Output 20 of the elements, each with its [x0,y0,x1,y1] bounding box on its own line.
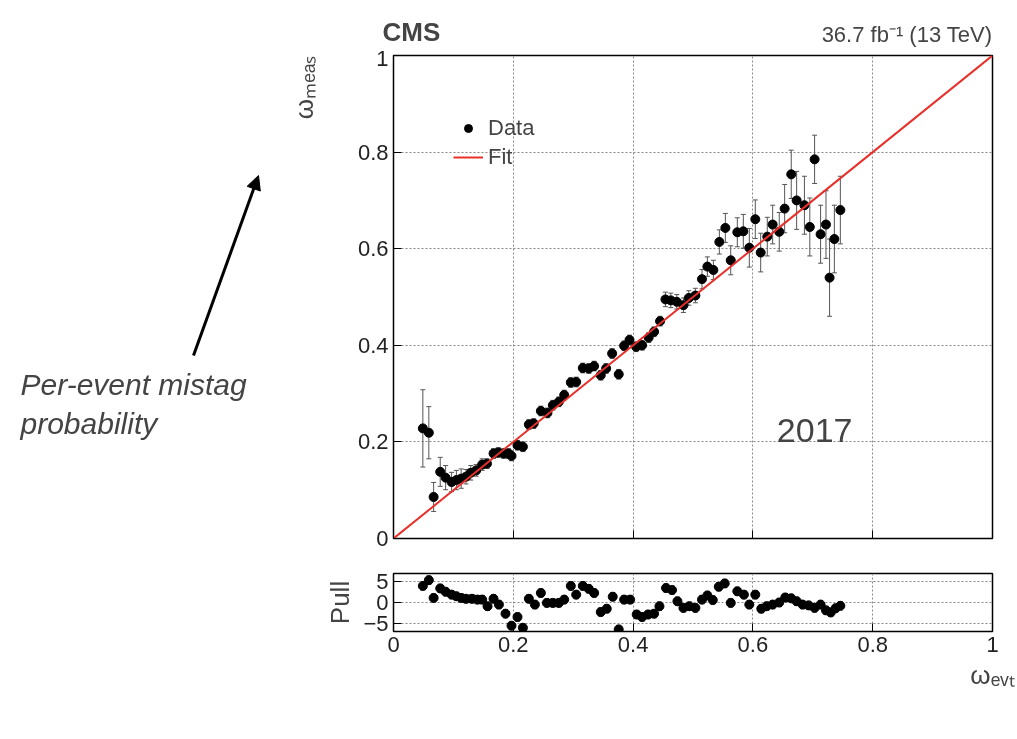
chart-subtitle: 36.7 fb⁻¹ (13 TeV) [821,21,993,47]
annotation: 2017 [776,410,853,449]
y-tick-label: 0.6 [357,236,389,262]
x-tick-label: 0.2 [498,631,529,657]
x-tick-label: 0.6 [737,631,769,657]
y-tick-label: 0.4 [357,332,389,358]
y-tick-label: 0.8 [357,139,389,165]
y-tick-label: 0.2 [357,429,389,455]
x-tick-label: 1 [986,631,999,657]
y-tick-label: 1 [376,45,389,71]
text: Per-event mistag probability [19,367,248,441]
y-tick-label: 0 [376,526,389,551]
y-axis-title: Pull [325,580,356,625]
x-axis-title: ωₑᵥₜ [970,659,1015,690]
chart-title: CMS [382,16,441,47]
legend-label: Data [488,115,535,141]
y-axis-title: ωₘₑₐₛ [288,55,319,120]
x-tick-label: 0.8 [857,631,888,657]
legend-label: Fit [488,144,513,170]
x-tick-label: 0.4 [617,631,649,657]
